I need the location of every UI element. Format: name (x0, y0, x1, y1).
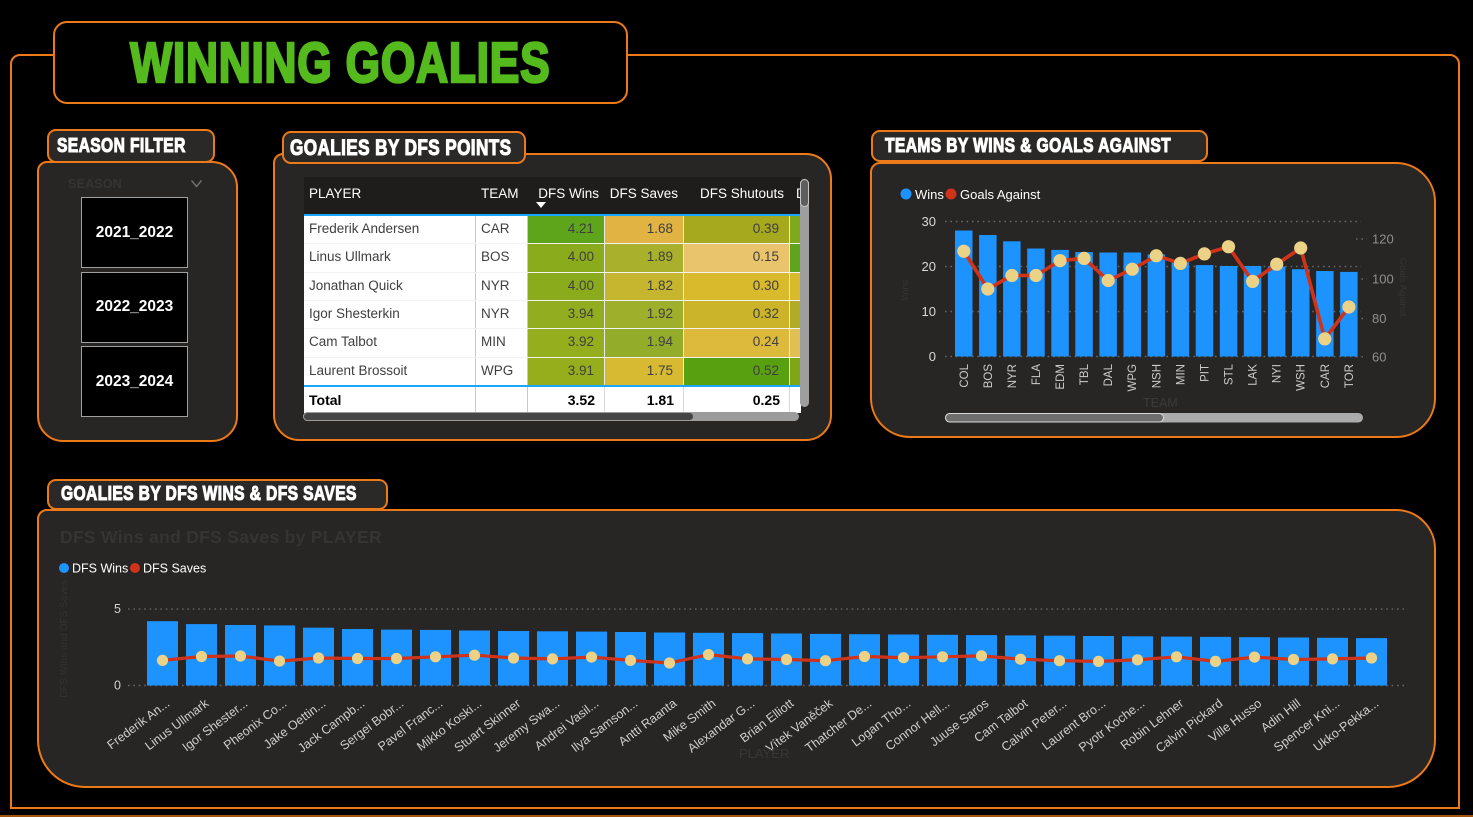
svg-text:Jeremy Swa...: Jeremy Swa... (491, 696, 563, 755)
svg-text:5: 5 (114, 602, 121, 616)
svg-text:COL: COL (959, 363, 971, 387)
svg-text:DFS Wins and DFS Saves: DFS Wins and DFS Saves (59, 580, 70, 698)
svg-text:LAK: LAK (1248, 364, 1260, 386)
svg-text:DAL: DAL (1103, 363, 1115, 386)
svg-text:30: 30 (922, 214, 936, 229)
svg-text:0: 0 (929, 349, 936, 364)
svg-text:10: 10 (922, 304, 936, 319)
svg-text:TEAM: TEAM (1143, 396, 1178, 410)
svg-text:TBL: TBL (1079, 363, 1091, 385)
svg-text:NYR: NYR (1007, 364, 1019, 388)
svg-text:0: 0 (114, 679, 121, 693)
svg-text:NSH: NSH (1151, 364, 1163, 388)
svg-text:Wins: Wins (915, 187, 944, 202)
svg-text:Stuart Skinner: Stuart Skinner (452, 696, 524, 755)
svg-text:DFS Wins: DFS Wins (72, 562, 128, 576)
svg-text:Jack Campb...: Jack Campb... (295, 696, 367, 755)
svg-text:Calvin Pickard: Calvin Pickard (1153, 696, 1225, 755)
svg-text:Thatcher De...: Thatcher De... (803, 696, 875, 755)
svg-text:120: 120 (1372, 232, 1394, 247)
svg-text:EDM: EDM (1055, 364, 1067, 390)
svg-text:TOR: TOR (1344, 364, 1356, 388)
svg-text:PLAYER: PLAYER (739, 746, 789, 761)
svg-text:WPG: WPG (1127, 364, 1139, 392)
svg-text:BOS: BOS (983, 364, 995, 389)
svg-text:FLA: FLA (1031, 364, 1043, 385)
svg-text:Wins: Wins (900, 279, 911, 300)
svg-text:Goals Against: Goals Against (1397, 258, 1408, 317)
svg-text:NYI: NYI (1272, 364, 1284, 383)
svg-text:100: 100 (1372, 272, 1394, 287)
svg-text:DFS Wins and DFS Saves by PLAY: DFS Wins and DFS Saves by PLAYER (60, 527, 382, 547)
svg-text:MIN: MIN (1175, 364, 1187, 385)
svg-text:60: 60 (1372, 349, 1386, 364)
svg-text:DFS Saves: DFS Saves (143, 562, 206, 576)
svg-text:Goals Against: Goals Against (960, 187, 1041, 202)
svg-text:20: 20 (922, 259, 936, 274)
svg-text:Ilya Samson...: Ilya Samson... (569, 696, 641, 755)
svg-text:PIT: PIT (1199, 364, 1211, 382)
svg-text:CAR: CAR (1320, 364, 1332, 388)
svg-text:80: 80 (1372, 311, 1386, 326)
svg-text:STL: STL (1224, 363, 1236, 385)
svg-text:WSH: WSH (1296, 364, 1308, 391)
